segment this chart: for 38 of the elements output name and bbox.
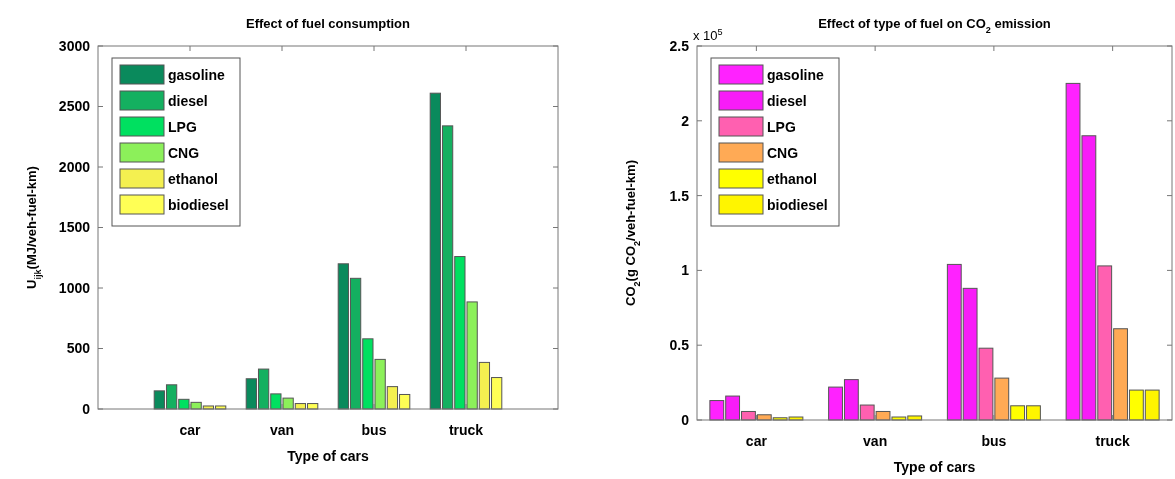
chart-title: Effect of fuel consumption (246, 16, 411, 31)
y-tick-label: 2000 (58, 158, 91, 175)
y-tick-label: 0 (681, 411, 690, 428)
y-tick-label: 500 (66, 340, 91, 357)
legend-label: gasoline (168, 66, 226, 83)
legend-label: CNG (168, 144, 200, 161)
legend-label: biodiesel (767, 196, 828, 213)
legend-label: gasoline (767, 66, 825, 83)
legend-label: ethanol (168, 170, 218, 187)
legend-label: biodiesel (168, 196, 229, 213)
y-tick-label: 1000 (58, 279, 91, 296)
y-tick-label: 1 (681, 262, 690, 279)
y-tick-label: 1.5 (669, 187, 690, 204)
legend-label: diesel (168, 92, 208, 109)
y-tick-label: 2 (681, 112, 690, 129)
x-tick-label: bus (361, 422, 387, 438)
x-tick-label: truck (1095, 433, 1130, 449)
x-tick-label: van (269, 422, 295, 438)
x-tick-label: truck (448, 422, 484, 438)
y-tick-label: 0.5 (669, 337, 690, 354)
legend-label: LPG (767, 118, 796, 135)
y-tick-label: 0 (82, 400, 91, 417)
y-tick-label: 2.5 (669, 37, 690, 54)
legend-label: CNG (767, 144, 799, 161)
legend-label: ethanol (767, 170, 817, 187)
x-tick-label: car (745, 433, 768, 449)
legend-label: LPG (168, 118, 197, 135)
y-tick-label: 1500 (58, 219, 91, 236)
y-tick-label: 2500 (58, 98, 91, 115)
text: x 10$^{5}$ (693, 27, 723, 43)
chart-title: Effect of type of fuel on CO$_{2}$ emission (818, 16, 1051, 35)
x-axis-title: Type of cars (287, 448, 369, 464)
x-tick-label: car (179, 422, 202, 438)
y-tick-label: 3000 (58, 37, 91, 54)
x-tick-label: van (863, 433, 888, 449)
x-tick-label: bus (981, 433, 1007, 449)
x-axis-title: Type of cars (893, 459, 976, 475)
legend-label: diesel (767, 92, 807, 109)
